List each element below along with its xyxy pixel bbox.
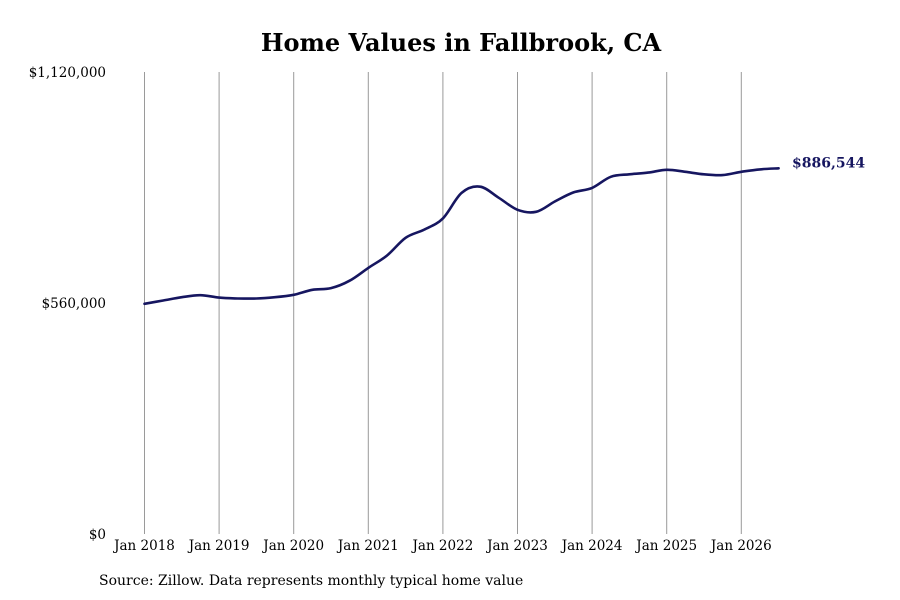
x-tick-label-1: Jan 2019 — [187, 538, 250, 554]
x-tick-label-4: Jan 2022 — [410, 538, 473, 554]
x-tick-label-3: Jan 2021 — [336, 538, 399, 554]
x-tick-label-2: Jan 2020 — [261, 538, 324, 554]
series-layer: $886,544 — [143, 155, 865, 306]
x-tick-label-5: Jan 2023 — [485, 538, 548, 554]
y-tick-label-1: $560,000 — [42, 296, 106, 312]
grid-lines — [144, 72, 742, 534]
y-tick-label-0: $0 — [89, 527, 106, 543]
y-axis-ticks: $0 $560,000 $1,120,000 — [29, 65, 106, 543]
home-value-line — [143, 167, 780, 306]
chart-source-note: Source: Zillow. Data represents monthly … — [99, 573, 524, 589]
y-tick-label-2: $1,120,000 — [29, 65, 106, 81]
chart-title: Home Values in Fallbrook, CA — [260, 28, 662, 57]
end-value-label: $886,544 — [792, 155, 865, 171]
x-tick-label-0: Jan 2018 — [112, 538, 175, 554]
x-tick-label-7: Jan 2025 — [634, 538, 697, 554]
x-tick-label-6: Jan 2024 — [560, 538, 623, 554]
x-tick-label-8: Jan 2026 — [709, 538, 772, 554]
x-axis-ticks: Jan 2018 Jan 2019 Jan 2020 Jan 2021 Jan 2022… — [112, 538, 772, 554]
